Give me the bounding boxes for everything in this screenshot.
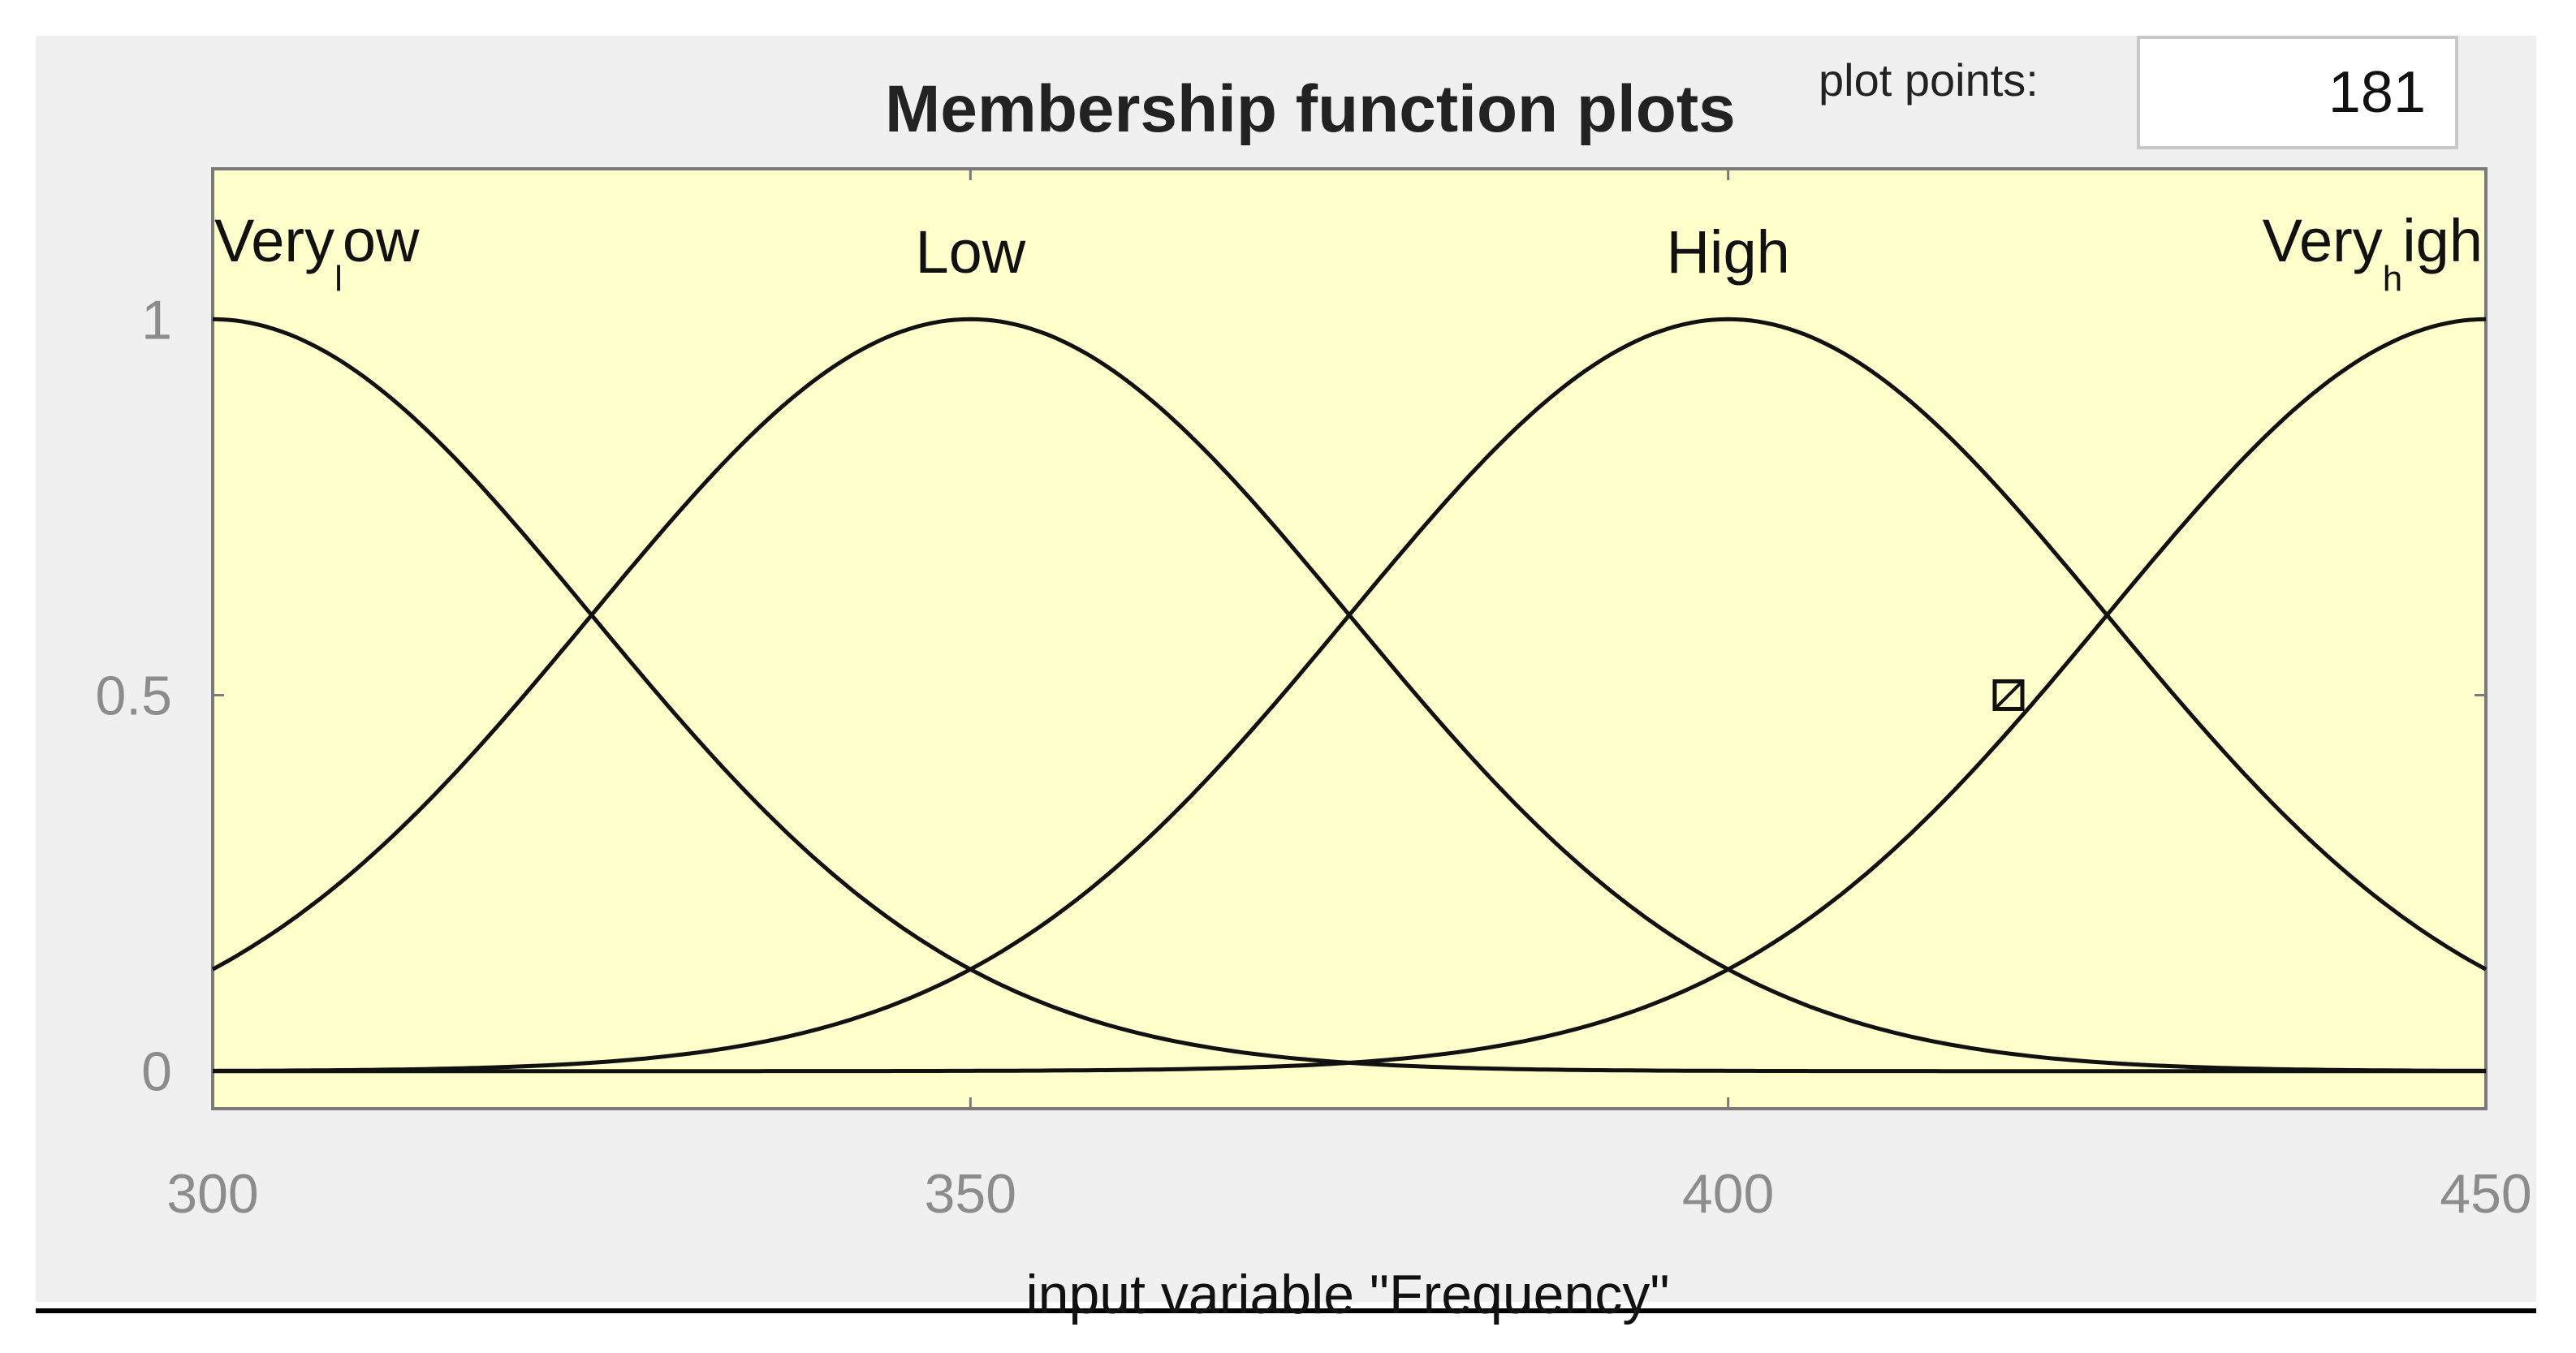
bottom-divider	[36, 1308, 2536, 1313]
plot-title: Membership function plots	[885, 72, 1736, 146]
y-tick-label-1: 0.5	[95, 665, 172, 726]
y-tick-label-2: 1	[141, 289, 172, 351]
x-tick-label-0: 300	[166, 1163, 258, 1225]
y-tick-label-0: 0	[141, 1041, 172, 1103]
x-axis-label: input variable "Frequency"	[1026, 1264, 1670, 1325]
x-tick-label-3: 450	[2440, 1163, 2531, 1225]
mf-label-1: Low	[915, 218, 1025, 286]
x-tick-label-2: 400	[1682, 1163, 1774, 1225]
x-tick-label-1: 350	[925, 1163, 1016, 1225]
vertex-marker-cross	[1993, 680, 2024, 710]
plot-area	[211, 167, 2488, 1110]
plot-points-input[interactable]	[2137, 36, 2458, 149]
mf-label-2: High	[1667, 218, 1790, 286]
plot-points-label: plot points:	[1819, 54, 2039, 106]
mf-curve-3	[213, 317, 2487, 1074]
vertex-marker[interactable]	[1992, 679, 2025, 711]
